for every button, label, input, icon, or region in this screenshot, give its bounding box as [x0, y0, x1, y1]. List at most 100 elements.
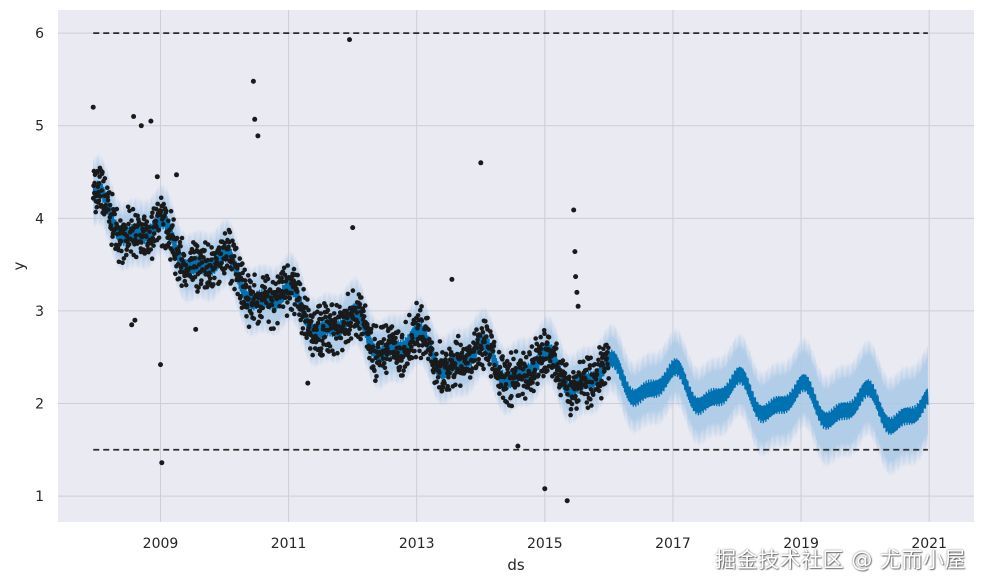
- data-point: [587, 363, 593, 368]
- data-point: [488, 374, 494, 379]
- data-point: [318, 346, 324, 351]
- data-point: [474, 341, 480, 346]
- data-point: [305, 297, 310, 302]
- data-point: [322, 334, 328, 340]
- data-point: [148, 247, 153, 252]
- data-point: [601, 346, 606, 352]
- data-point: [562, 371, 568, 376]
- data-point: [205, 242, 211, 247]
- data-point: [338, 335, 344, 341]
- data-point: [344, 315, 350, 321]
- data-point: [105, 185, 110, 190]
- data-point: [534, 356, 539, 361]
- data-point: [179, 235, 185, 241]
- data-point: [429, 346, 435, 352]
- x-tick-label: 2019: [783, 536, 819, 552]
- data-point: [437, 339, 443, 344]
- data-point: [497, 391, 502, 396]
- data-point: [470, 366, 475, 371]
- data-point: [248, 279, 253, 285]
- outlier-point: [515, 443, 521, 449]
- data-point: [314, 327, 319, 333]
- data-point: [361, 308, 366, 314]
- data-point: [102, 176, 108, 181]
- data-point: [395, 350, 400, 355]
- data-point: [125, 204, 131, 210]
- x-tick-label: 2011: [271, 536, 307, 552]
- data-point: [400, 373, 405, 378]
- y-tick-label: 5: [35, 119, 44, 135]
- data-point: [242, 278, 248, 283]
- data-point: [310, 352, 316, 358]
- data-point: [285, 300, 290, 305]
- data-point: [568, 412, 573, 418]
- data-point: [407, 312, 412, 318]
- data-point: [392, 340, 398, 345]
- data-point: [250, 289, 256, 295]
- data-point: [515, 382, 521, 388]
- data-point: [183, 262, 189, 268]
- data-point: [372, 368, 377, 374]
- data-point: [594, 371, 600, 377]
- data-point: [444, 360, 449, 366]
- data-point: [379, 352, 384, 358]
- data-point: [521, 350, 526, 356]
- outlier-point: [131, 114, 137, 119]
- data-point: [496, 349, 502, 355]
- data-point: [589, 403, 594, 408]
- data-point: [523, 354, 529, 360]
- data-point: [596, 388, 602, 394]
- data-point: [428, 351, 433, 357]
- data-point: [257, 308, 263, 314]
- data-point: [415, 313, 421, 318]
- outlier-point: [132, 317, 138, 323]
- data-point: [196, 285, 201, 290]
- x-tick-label: 2017: [655, 536, 691, 552]
- data-point: [482, 339, 487, 345]
- data-point: [127, 208, 132, 214]
- data-point: [321, 323, 326, 329]
- data-point: [372, 336, 378, 342]
- data-point: [590, 392, 596, 398]
- data-point: [416, 343, 422, 348]
- data-point: [153, 218, 159, 224]
- data-point: [263, 300, 269, 306]
- data-point: [277, 303, 282, 309]
- data-point: [576, 398, 581, 403]
- data-point: [133, 254, 139, 260]
- data-point: [373, 323, 379, 329]
- observed-points: [90, 37, 611, 504]
- data-point: [182, 278, 188, 284]
- data-point: [498, 382, 504, 388]
- data-point: [397, 364, 403, 370]
- data-point: [452, 361, 458, 366]
- outlier-point: [305, 380, 311, 386]
- data-point: [541, 328, 547, 333]
- data-point: [398, 346, 403, 351]
- data-point: [144, 234, 149, 239]
- data-point: [508, 350, 514, 355]
- data-point: [519, 377, 525, 382]
- data-point: [281, 265, 287, 271]
- data-point: [558, 392, 563, 398]
- data-point: [503, 386, 509, 392]
- outlier-point: [572, 249, 578, 255]
- data-point: [377, 359, 382, 365]
- data-point: [368, 326, 374, 332]
- outlier-point: [255, 133, 261, 139]
- outlier-point: [129, 322, 135, 328]
- data-point: [393, 335, 398, 341]
- data-point: [331, 311, 337, 316]
- outlier-point: [449, 276, 455, 282]
- data-point: [439, 388, 445, 394]
- data-point: [426, 327, 431, 332]
- data-point: [96, 181, 102, 186]
- data-point: [128, 249, 134, 254]
- data-point: [177, 239, 183, 245]
- data-point: [158, 195, 164, 201]
- data-point: [381, 360, 387, 366]
- data-point: [295, 272, 300, 278]
- data-point: [269, 298, 275, 304]
- data-point: [207, 270, 212, 276]
